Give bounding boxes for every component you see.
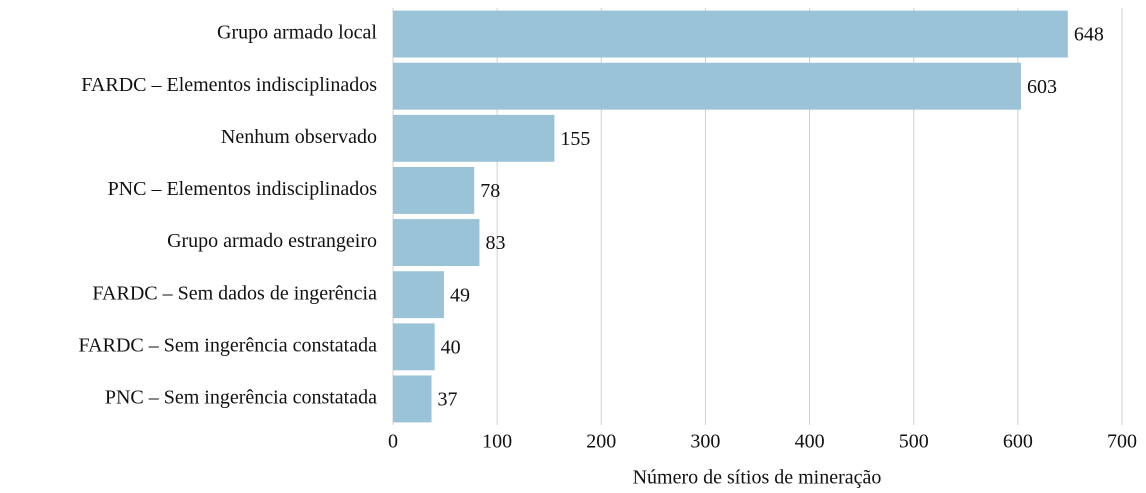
data-label: 37 bbox=[438, 389, 458, 411]
x-tick-label: 400 bbox=[795, 431, 825, 453]
x-tick-label: 300 bbox=[690, 431, 720, 453]
data-label: 155 bbox=[560, 128, 590, 150]
y-tick-label: FARDC – Sem ingerência constatada bbox=[79, 334, 378, 356]
x-tick-label: 600 bbox=[1003, 431, 1033, 453]
x-tick-label: 700 bbox=[1107, 431, 1137, 453]
bar bbox=[393, 271, 445, 319]
bar bbox=[393, 323, 435, 371]
bar bbox=[393, 10, 1068, 58]
bar bbox=[393, 219, 480, 267]
y-tick-label: FARDC – Elementos indisciplinados bbox=[81, 74, 377, 96]
data-label: 648 bbox=[1074, 24, 1104, 46]
x-tick-label: 100 bbox=[482, 431, 512, 453]
bar bbox=[393, 114, 555, 162]
y-tick-label: Nenhum observado bbox=[221, 126, 377, 148]
data-label: 49 bbox=[450, 284, 470, 306]
y-tick-label: PNC – Elementos indisciplinados bbox=[108, 178, 378, 200]
x-tick-label: 0 bbox=[388, 431, 398, 453]
data-label: 83 bbox=[485, 232, 505, 254]
bar bbox=[393, 375, 432, 423]
data-label: 40 bbox=[441, 336, 461, 358]
x-tick-label: 500 bbox=[899, 431, 929, 453]
x-tick-label: 200 bbox=[586, 431, 616, 453]
y-tick-label: Grupo armado estrangeiro bbox=[167, 230, 377, 252]
x-axis-title: Número de sítios de mineração bbox=[633, 467, 882, 489]
data-label: 78 bbox=[480, 180, 500, 202]
y-tick-label: Grupo armado local bbox=[217, 22, 377, 44]
bar bbox=[393, 62, 1021, 110]
data-label: 603 bbox=[1027, 76, 1057, 98]
bar bbox=[393, 166, 475, 214]
y-tick-label: PNC – Sem ingerência constatada bbox=[105, 387, 377, 409]
y-tick-label: FARDC – Sem dados de ingerência bbox=[92, 282, 377, 304]
